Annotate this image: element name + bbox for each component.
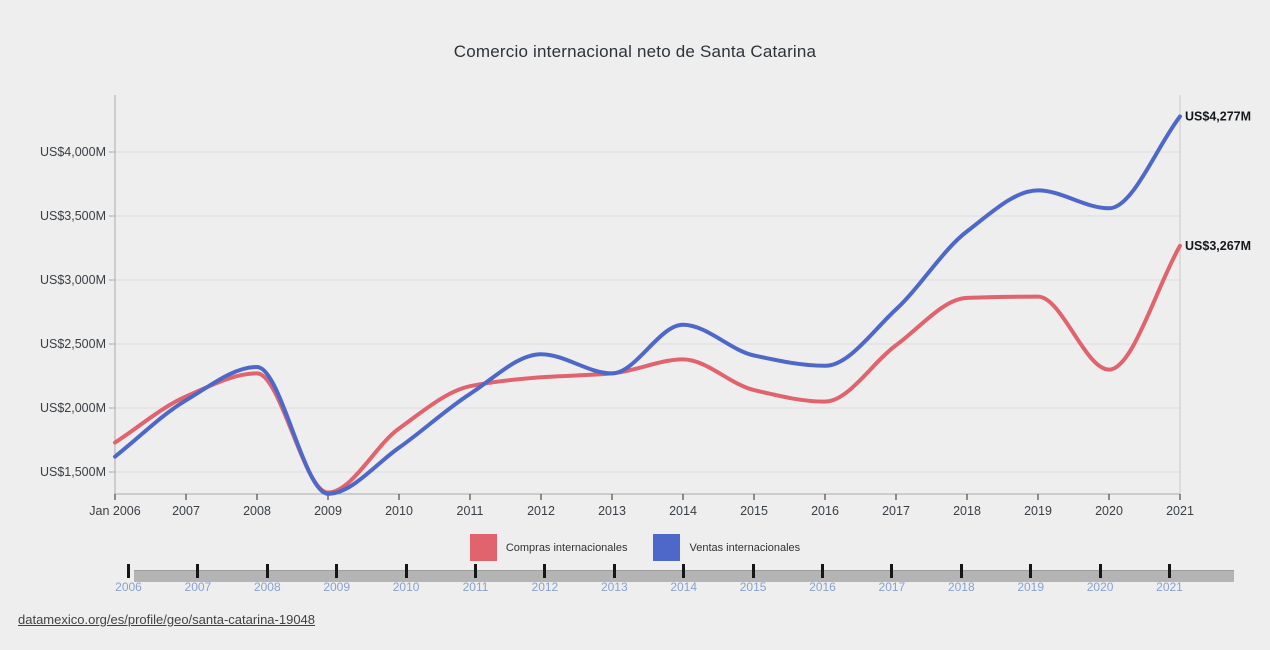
y-axis-label: US$4,000M (40, 145, 106, 159)
source-link[interactable]: datamexico.org/es/profile/geo/santa-cata… (18, 612, 316, 627)
timeline-year-2014[interactable]: 2014 (670, 580, 698, 594)
x-axis-label: 2009 (314, 504, 342, 518)
timeline-tick-2015[interactable] (751, 564, 755, 578)
timeline-tick-2016[interactable] (821, 564, 824, 578)
timeline-tick-2009[interactable] (335, 564, 339, 578)
legend-label: Compras internacionales (505, 541, 628, 554)
timeline-tick-2006[interactable] (127, 564, 130, 578)
x-axis-label: 2011 (457, 504, 484, 518)
x-axis-label: 2021 (1166, 504, 1194, 518)
legend-swatch-icon (653, 534, 681, 561)
x-axis-label: 2020 (1095, 504, 1123, 518)
x-axis-label: Jan 2006 (89, 504, 140, 518)
timeline-year-2016[interactable]: 2016 (809, 580, 836, 594)
x-axis-label: 2013 (598, 504, 626, 518)
timeline-year-2013[interactable]: 2013 (600, 580, 628, 594)
y-axis-label: US$2,000M (40, 401, 106, 415)
timeline-tick-2018[interactable] (959, 564, 963, 578)
timeline-year-2017[interactable]: 2017 (878, 580, 906, 594)
timeline-year-2011[interactable]: 2011 (462, 580, 489, 594)
series-end-label: US$4,277M (1185, 110, 1251, 124)
timeline-tick-2021[interactable] (1168, 564, 1171, 578)
timeline-tick-2011[interactable] (474, 564, 477, 578)
timeline-tick-2017[interactable] (890, 564, 894, 578)
timeline-year-2018[interactable]: 2018 (947, 580, 975, 594)
y-axis-label: US$3,500M (40, 209, 106, 223)
legend-label: Ventas internacionales (689, 541, 801, 554)
timeline-year-2009[interactable]: 2009 (323, 580, 351, 594)
timeline-year-2019[interactable]: 2019 (1017, 580, 1045, 594)
timeline-year-2020[interactable]: 2020 (1086, 580, 1114, 594)
timeline-year-2021[interactable]: 2021 (1156, 580, 1183, 594)
x-axis-label: 2017 (882, 504, 910, 518)
x-axis-label: 2010 (385, 504, 413, 518)
x-axis-label: 2018 (953, 504, 981, 518)
timeline-year-2006[interactable]: 2006 (115, 580, 142, 594)
x-axis-label: 2014 (669, 504, 697, 518)
y-axis-label: US$1,500M (40, 465, 106, 479)
x-axis-label: 2019 (1024, 504, 1052, 518)
timeline-tick-2007[interactable] (196, 564, 200, 578)
series-line-ventas[interactable] (113, 114, 1182, 496)
x-axis-label: 2012 (527, 504, 555, 518)
x-axis-label: 2016 (811, 504, 839, 518)
timeline-tick-2008[interactable] (265, 564, 269, 578)
timeline-year-2008[interactable]: 2008 (253, 580, 281, 594)
legend-item-compras[interactable]: Compras internacionales (469, 534, 628, 561)
series-line-compras[interactable] (113, 243, 1182, 495)
legend-swatch-icon (469, 534, 497, 561)
timeline-tick-2012[interactable] (543, 564, 547, 578)
timeline-tick-2020[interactable] (1098, 564, 1102, 578)
y-axis-label: US$2,500M (40, 337, 106, 351)
timeline-year-2012[interactable]: 2012 (531, 580, 559, 594)
x-axis-label: 2007 (172, 504, 200, 518)
timeline-year-2015[interactable]: 2015 (739, 580, 767, 594)
y-axis-label: US$3,000M (40, 273, 106, 287)
timeline-tick-2014[interactable] (682, 564, 686, 578)
chart-legend: Compras internacionales Ventas internacio… (0, 534, 1270, 561)
series-end-label: US$3,267M (1185, 239, 1251, 253)
timeline-year-2007[interactable]: 2007 (184, 580, 212, 594)
timeline-year-2010[interactable]: 2010 (392, 580, 420, 594)
x-axis-label: 2015 (740, 504, 768, 518)
x-axis-label: 2008 (243, 504, 271, 518)
legend-item-ventas[interactable]: Ventas internacionales (653, 534, 800, 561)
timeline-tick-2013[interactable] (612, 564, 616, 578)
chart-title: Comercio internacional neto de Santa Cat… (453, 42, 817, 61)
timeline-tick-2019[interactable] (1029, 564, 1033, 578)
timeline-tick-2010[interactable] (404, 564, 408, 578)
